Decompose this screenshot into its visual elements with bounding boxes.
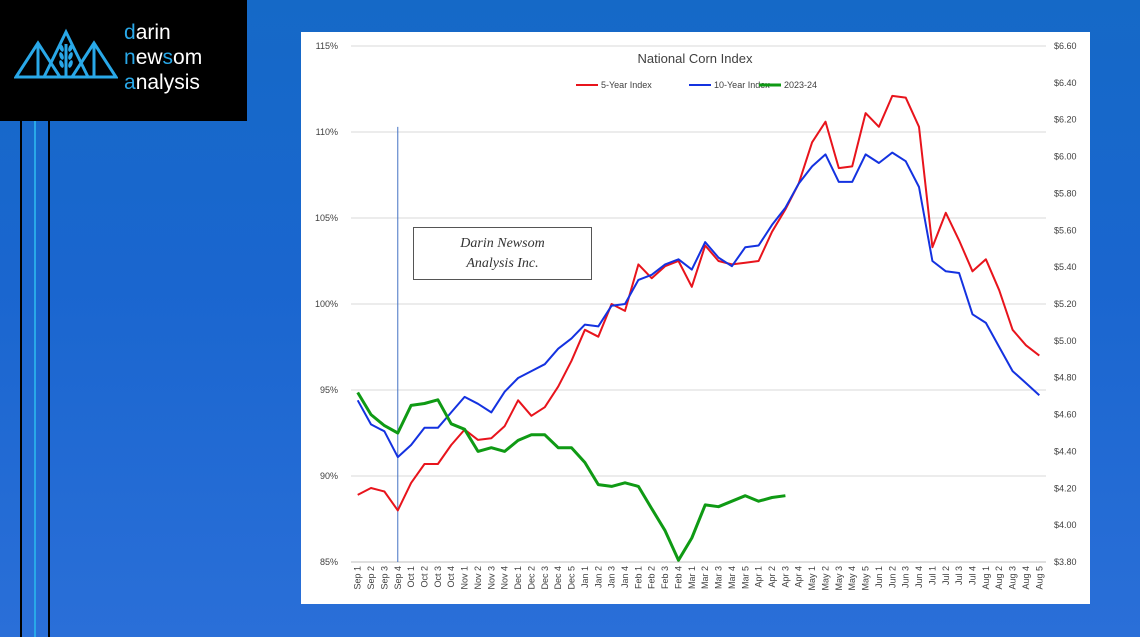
x-tick-label: Aug 3	[1008, 566, 1018, 590]
mountain-logo-icon	[14, 28, 118, 79]
y-right-tick-label: $3.80	[1054, 557, 1077, 567]
x-tick-label: Dec 4	[553, 566, 563, 590]
x-tick-label: Oct 2	[420, 566, 430, 588]
y-right-tick-label: $5.00	[1054, 336, 1077, 346]
y-right-tick-label: $5.80	[1054, 188, 1077, 198]
y-right-tick-label: $5.20	[1054, 299, 1077, 309]
x-tick-label: Feb 3	[660, 566, 670, 589]
x-tick-label: Apr 1	[754, 566, 764, 588]
legend-label: 10-Year Index	[714, 80, 770, 90]
y-right-tick-label: $5.40	[1054, 262, 1077, 272]
logo-line-1: darin	[124, 21, 171, 44]
x-tick-label: Sep 3	[379, 566, 389, 590]
corn-index-chart: 85% 90% 95% 100% 105% 110% 115% $3.80 $4.00 $4.20…	[315, 41, 1077, 591]
x-tick-label: Apr 2	[767, 566, 777, 588]
y-right-tick-label: $4.00	[1054, 520, 1077, 530]
x-tick-label: May 3	[834, 566, 844, 591]
series-line-2023-24	[356, 391, 786, 562]
x-tick-label: Mar 4	[727, 566, 737, 589]
x-tick-label: Dec 3	[540, 566, 550, 590]
chart-panel: 85% 90% 95% 100% 105% 110% 115% $3.80 $4.00 $4.20…	[301, 32, 1090, 604]
series-line-10-year-index	[356, 151, 1040, 459]
y-left-tick-label: 115%	[316, 41, 338, 51]
x-tick-label: May 1	[807, 566, 817, 591]
y-right-tick-label: $4.20	[1054, 483, 1077, 493]
y-right-tick-label: $4.60	[1054, 410, 1077, 420]
x-tick-label: Aug 1	[981, 566, 991, 590]
x-tick-label: Jul 2	[941, 566, 951, 585]
x-tick-label: Jan 3	[607, 566, 617, 588]
x-tick-label: May 5	[861, 566, 871, 591]
x-tick-label: Jan 2	[593, 566, 603, 588]
legend-label: 5-Year Index	[601, 80, 652, 90]
x-tick-label: Jun 2	[887, 566, 897, 588]
x-tick-label: Dec 5	[567, 566, 577, 590]
y-right-tick-label: $6.20	[1054, 115, 1077, 125]
x-tick-label: Jun 4	[914, 566, 924, 588]
x-tick-label: Jun 1	[874, 566, 884, 588]
x-tick-label: Nov 1	[460, 566, 470, 590]
y-left-tick-label: 85%	[320, 557, 338, 567]
y-right-tick-label: $4.40	[1054, 446, 1077, 456]
legend-label: 2023-24	[784, 80, 817, 90]
watermark-line-2: Analysis Inc.	[466, 255, 539, 271]
x-tick-label: Sep 1	[353, 566, 363, 590]
x-tick-label: Jul 4	[967, 566, 977, 585]
decorative-stripes	[20, 121, 50, 637]
y-left-tick-label: 95%	[320, 385, 338, 395]
x-tick-label: Feb 4	[673, 566, 683, 589]
x-tick-label: Mar 5	[740, 566, 750, 589]
x-tick-label: Sep 4	[393, 566, 403, 590]
x-tick-label: Nov 3	[486, 566, 496, 590]
y-right-tick-label: $6.60	[1054, 41, 1077, 51]
x-tick-label: Mar 1	[687, 566, 697, 589]
x-tick-label: Feb 2	[647, 566, 657, 589]
x-tick-label: Oct 3	[433, 566, 443, 588]
logo-wordmark: darin newsom analysis	[124, 20, 202, 95]
x-tick-label: Aug 2	[994, 566, 1004, 590]
watermark-box: Darin Newsom Analysis Inc.	[413, 227, 592, 280]
x-tick-label: Jan 4	[620, 566, 630, 588]
logo-line-3: analysis	[124, 71, 200, 94]
y-right-tick-label: $4.80	[1054, 373, 1077, 383]
y-left-tick-label: 105%	[315, 213, 338, 223]
x-tick-label: Aug 5	[1034, 566, 1044, 590]
x-tick-label: Apr 4	[794, 566, 804, 588]
x-tick-label: Oct 1	[406, 566, 416, 588]
y-right-tick-label: $6.00	[1054, 152, 1077, 162]
chart-title: National Corn Index	[638, 51, 753, 66]
logo: darin newsom analysis	[0, 0, 247, 121]
x-tick-label: Nov 2	[473, 566, 483, 590]
x-tick-label: Jun 3	[901, 566, 911, 588]
x-tick-label: Jul 1	[927, 566, 937, 585]
y-right-tick-label: $6.40	[1054, 78, 1077, 88]
logo-line-2: newsom	[124, 46, 203, 69]
y-left-tick-label: 110%	[316, 127, 338, 137]
x-tick-label: Dec 1	[513, 566, 523, 590]
x-tick-label: Aug 4	[1021, 566, 1031, 590]
x-tick-label: Nov 4	[500, 566, 510, 590]
y-right-tick-label: $5.60	[1054, 225, 1077, 235]
x-tick-label: May 2	[820, 566, 830, 591]
x-tick-label: Feb 1	[633, 566, 643, 589]
watermark-line-1: Darin Newsom	[460, 235, 545, 251]
series-line-5-year-index	[357, 94, 1040, 512]
x-tick-label: Oct 4	[446, 566, 456, 588]
x-tick-label: Jan 1	[580, 566, 590, 588]
x-tick-label: Dec 2	[526, 566, 536, 590]
y-left-tick-label: 90%	[320, 471, 338, 481]
x-tick-label: Mar 3	[714, 566, 724, 589]
x-tick-label: Mar 2	[700, 566, 710, 589]
y-left-tick-label: 100%	[315, 299, 338, 309]
x-tick-label: Sep 2	[366, 566, 376, 590]
x-tick-label: Apr 3	[780, 566, 790, 588]
x-tick-label: May 4	[847, 566, 857, 591]
x-tick-label: Jul 3	[954, 566, 964, 585]
